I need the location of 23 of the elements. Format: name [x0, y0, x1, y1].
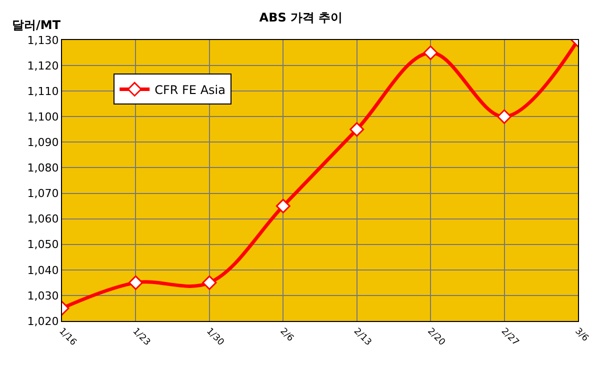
y-tick-label: 1,030 [27, 289, 59, 302]
y-axis-title: 달러/MT [12, 18, 62, 32]
point [128, 275, 143, 290]
y-tick-label: 1,050 [27, 238, 59, 252]
point [497, 109, 512, 124]
y-tick-label: 1,120 [27, 59, 59, 72]
point [202, 275, 217, 290]
y-tick-label: 1,070 [27, 187, 59, 200]
x-tick-label: 2/6 [278, 326, 296, 344]
y-tick-label: 1,040 [27, 264, 59, 277]
y-tick-label: 1,130 [27, 34, 59, 47]
x-tick-label: 3/6 [572, 326, 590, 344]
y-tick-label: 1,020 [27, 314, 59, 328]
point [423, 46, 438, 60]
legend-label: CFR FE Asia [154, 82, 226, 97]
point [276, 198, 290, 214]
y-tick-label: 1,080 [27, 162, 59, 175]
y-tick-label: 1,060 [27, 212, 59, 226]
y-tick-label: 1,090 [27, 136, 59, 150]
y-tick-label: 1,100 [27, 110, 59, 124]
y-tick-label: 1,110 [27, 84, 59, 98]
chart-title: ABS 가격 추이 [259, 10, 343, 24]
point [350, 122, 364, 137]
